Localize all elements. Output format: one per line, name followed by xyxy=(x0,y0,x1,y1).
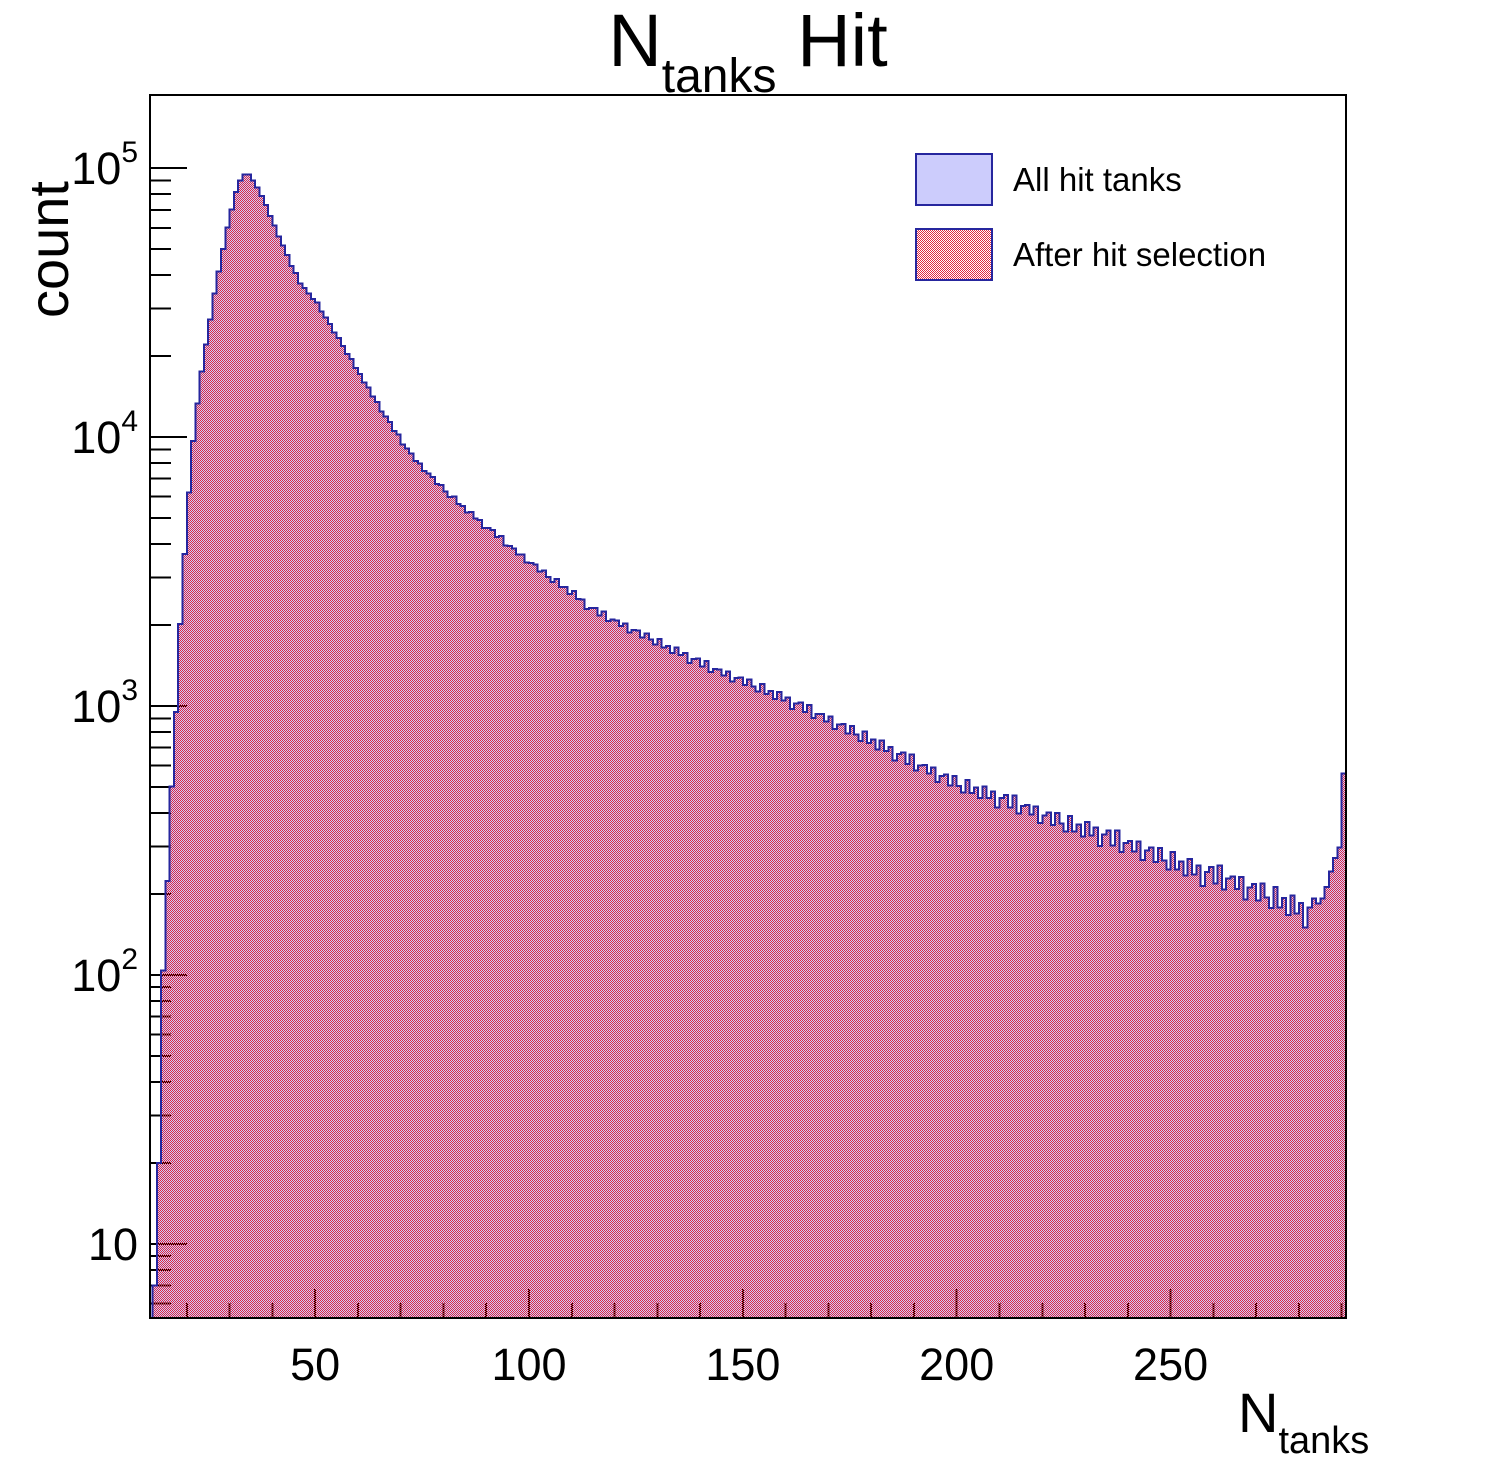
title-main: N xyxy=(608,0,662,82)
y-tick-label: 103 xyxy=(71,674,138,732)
y-tick-label: 102 xyxy=(71,943,138,1001)
x-axis-title-main: N xyxy=(1238,1381,1279,1444)
legend-label-after-hit-selection: After hit selection xyxy=(1013,235,1267,273)
x-axis-title-subscript: tanks xyxy=(1278,1419,1370,1462)
x-tick-label: 50 xyxy=(290,1339,340,1390)
x-tick-label: 200 xyxy=(919,1339,994,1390)
legend-entry-all-hit-tanks: All hit tanks xyxy=(915,153,1266,206)
legend: All hit tanks After hit selection xyxy=(915,153,1266,303)
page-title: Ntanks Hit xyxy=(0,0,1496,102)
plot-frame xyxy=(149,94,1347,1319)
legend-swatch-all-hit-tanks xyxy=(915,153,993,206)
y-tick-label: 10 xyxy=(88,1219,138,1270)
x-tick-label: 150 xyxy=(705,1339,780,1390)
y-tick-label: 104 xyxy=(71,405,138,463)
legend-swatch-after-hit-selection xyxy=(915,228,993,281)
legend-label-all-hit-tanks: All hit tanks xyxy=(1013,160,1182,198)
y-axis-title: count xyxy=(17,181,80,318)
series-after-hit-selection-area xyxy=(151,173,1347,1319)
title-rest: Hit xyxy=(797,0,888,82)
title-subscript: tanks xyxy=(661,50,777,104)
x-tick-label: 250 xyxy=(1133,1339,1208,1390)
x-axis-title: Ntanks xyxy=(1238,1380,1369,1462)
y-tick-label: 105 xyxy=(71,136,138,194)
x-tick-label: 100 xyxy=(491,1339,566,1390)
legend-entry-after-hit-selection: After hit selection xyxy=(915,228,1266,281)
